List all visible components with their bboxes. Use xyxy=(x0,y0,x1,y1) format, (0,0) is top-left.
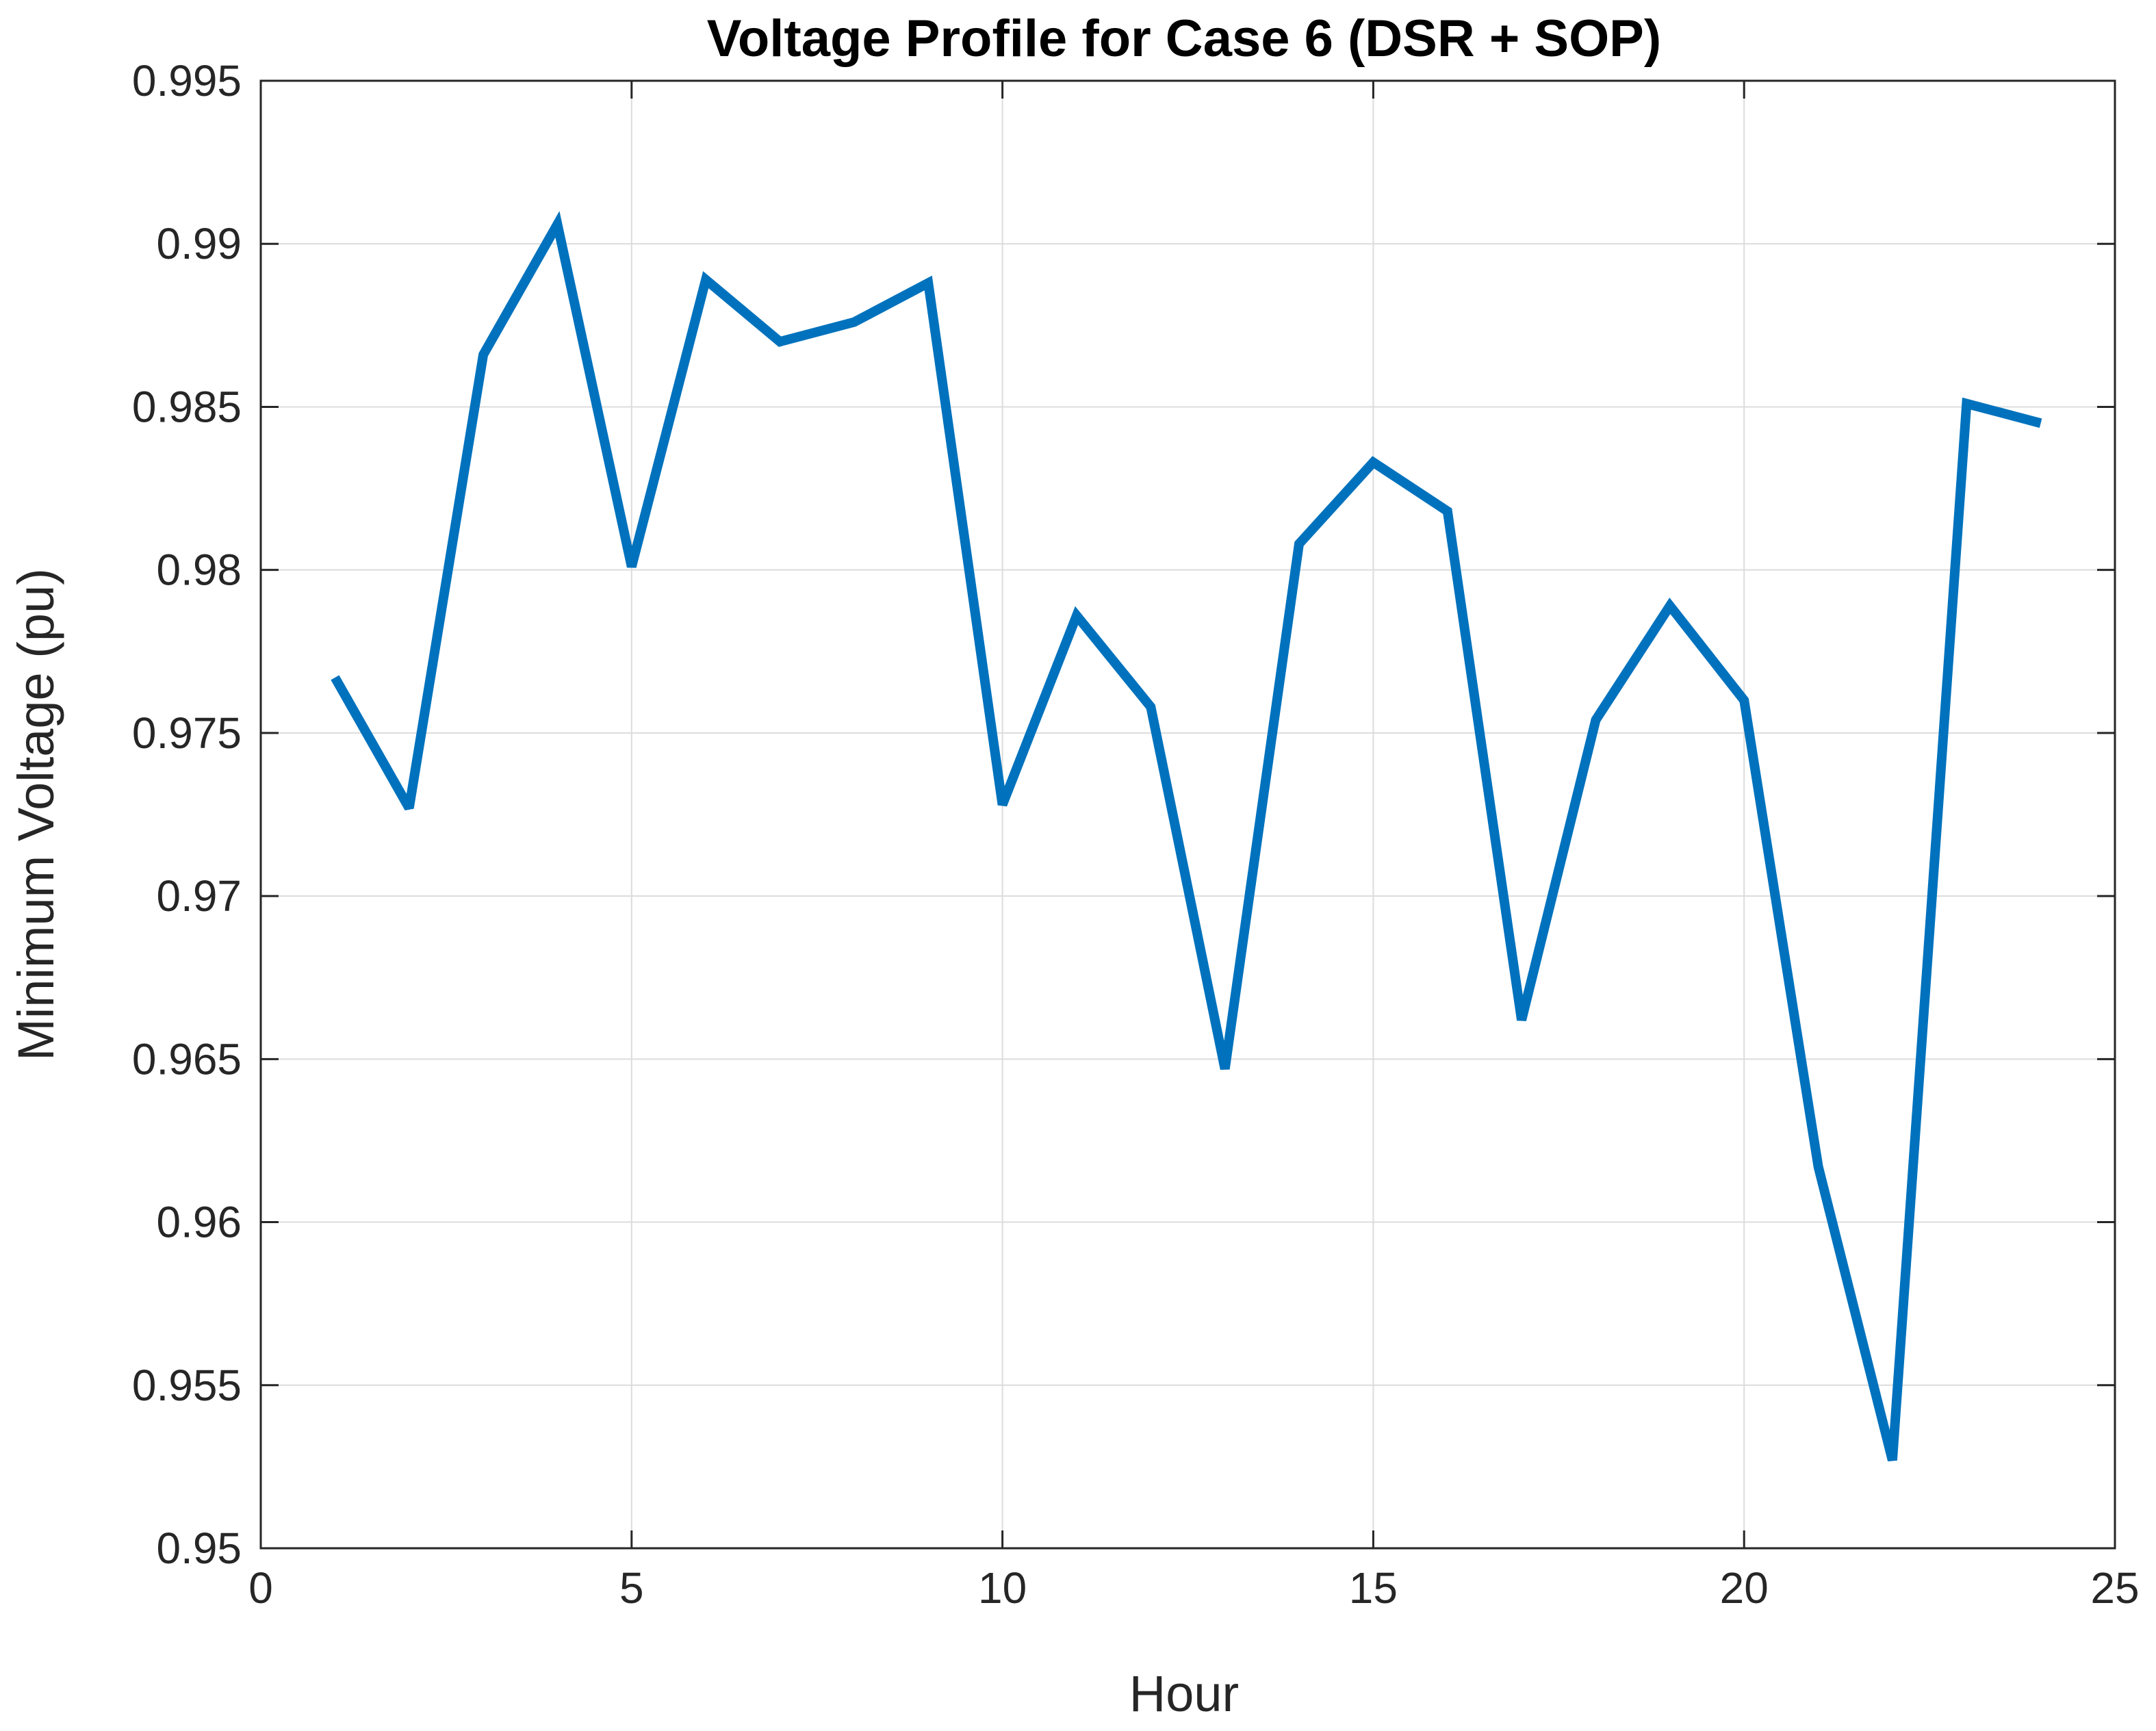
x-tick-label: 20 xyxy=(1720,1563,1769,1613)
y-tick-label: 0.955 xyxy=(132,1361,242,1410)
y-tick-label: 0.97 xyxy=(156,871,242,921)
chart-title: Voltage Profile for Case 6 (DSR + SOP) xyxy=(707,10,1661,68)
x-tick-label: 10 xyxy=(978,1563,1027,1613)
y-tick-label: 0.96 xyxy=(156,1198,242,1247)
y-tick-label: 0.98 xyxy=(156,546,242,595)
x-tick-label: 25 xyxy=(2090,1563,2139,1613)
y-tick-label: 0.995 xyxy=(132,56,242,105)
x-tick-label: 0 xyxy=(248,1563,273,1613)
x-tick-label: 15 xyxy=(1349,1563,1398,1613)
y-tick-label: 0.975 xyxy=(132,708,242,758)
y-tick-label: 0.99 xyxy=(156,219,242,268)
x-tick-label: 5 xyxy=(619,1563,644,1613)
y-tick-label: 0.95 xyxy=(156,1524,242,1573)
y-axis-label: Minimum Voltage (pu) xyxy=(8,568,64,1061)
y-tick-label: 0.985 xyxy=(132,382,242,431)
y-tick-label: 0.965 xyxy=(132,1034,242,1084)
x-axis-label: Hour xyxy=(1129,1665,1239,1722)
